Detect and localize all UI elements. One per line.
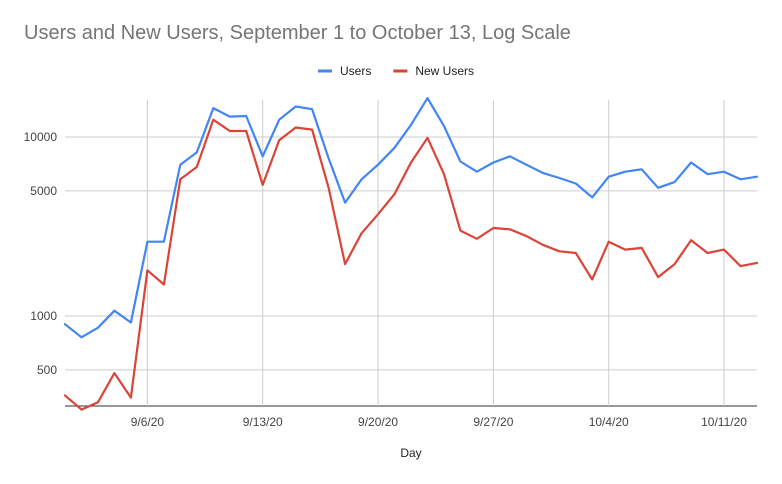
x-tick-label: 10/4/20 (589, 415, 629, 429)
x-tick-label: 9/13/20 (243, 415, 283, 429)
x-tick-label: 10/11/20 (701, 415, 747, 429)
series-line-users (63, 96, 759, 339)
chart-title: Users and New Users, September 1 to Octo… (24, 22, 571, 44)
x-tick-label: 9/27/20 (473, 415, 513, 429)
legend-label: New Users (415, 64, 474, 78)
series-layer (63, 96, 759, 411)
legend-label: Users (340, 64, 371, 78)
y-tick-label: 10000 (24, 130, 58, 144)
legend: Users New Users (318, 64, 474, 78)
grid-layer (65, 100, 757, 407)
x-axis-ticks: 9/6/20 9/13/20 9/20/20 9/27/20 10/4/20 10/11/… (131, 415, 748, 429)
y-tick-label: 5000 (30, 184, 57, 198)
series-line-new-users (63, 118, 759, 411)
y-tick-label: 500 (37, 363, 57, 377)
x-tick-label: 9/20/20 (358, 415, 398, 429)
x-axis-label: Day (400, 446, 421, 460)
x-tick-label: 9/6/20 (131, 415, 165, 429)
y-axis-ticks: 500 1000 5000 10000 (24, 130, 58, 377)
y-tick-label: 1000 (30, 309, 57, 323)
